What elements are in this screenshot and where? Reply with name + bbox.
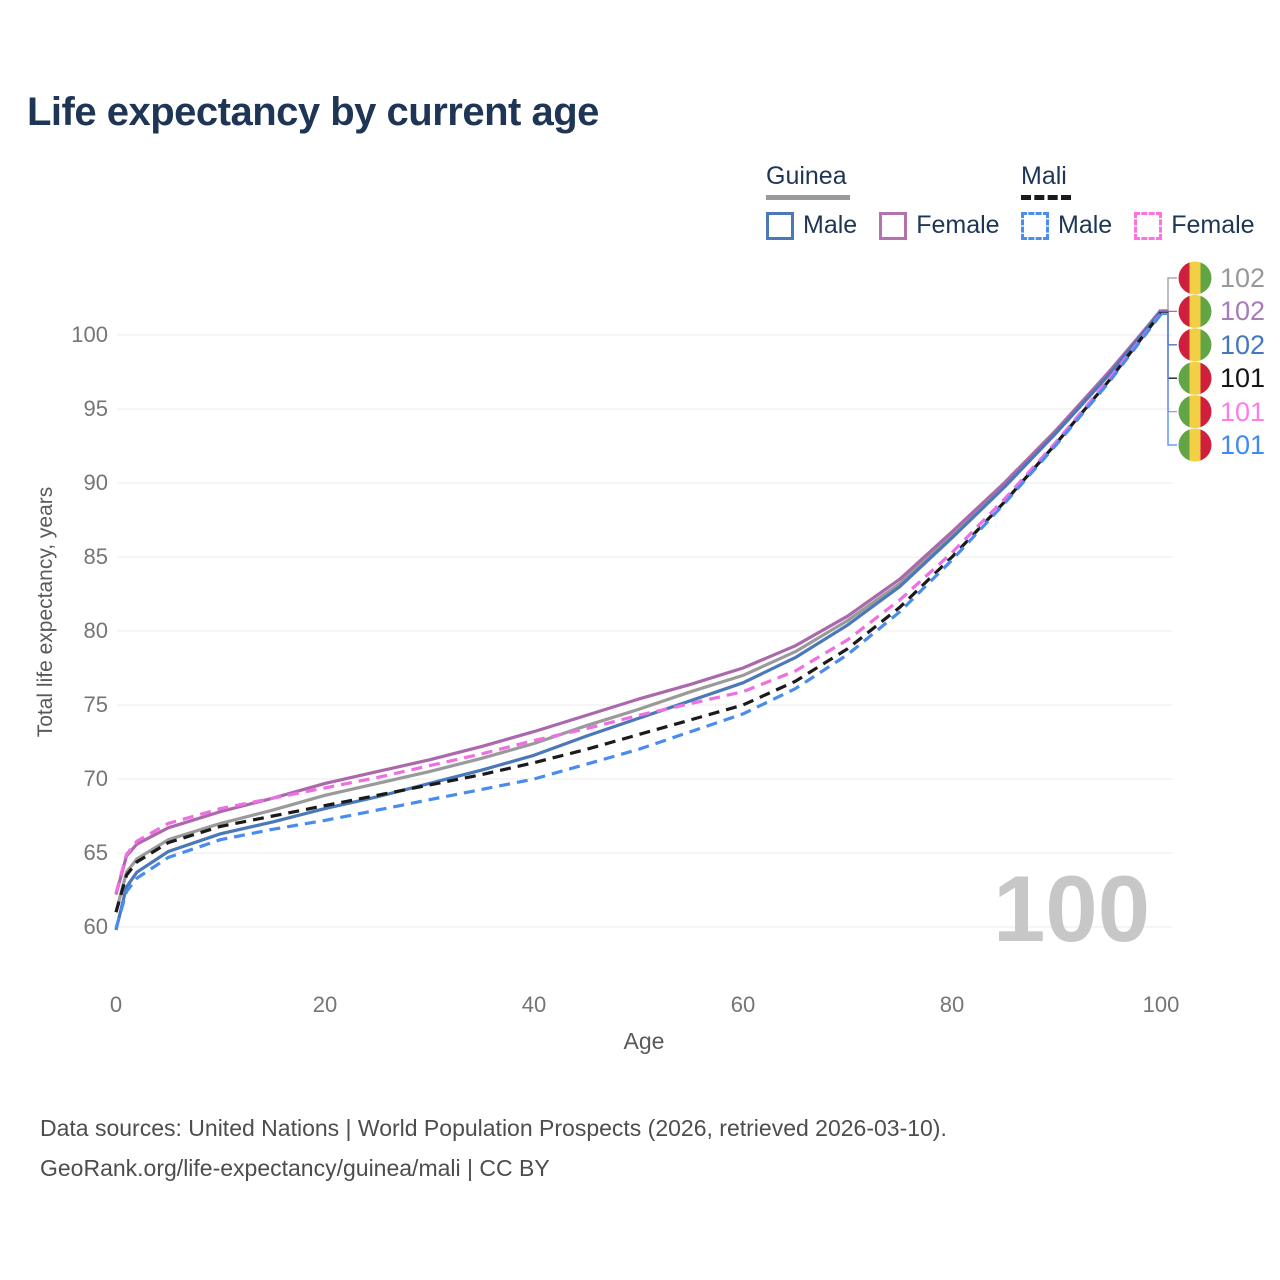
legend-item-mali-male[interactable]: Male (1021, 211, 1112, 240)
y-tick-80: 80 (83, 618, 108, 643)
legend-item-guinea-male[interactable]: Male (766, 211, 857, 240)
guinea-flag-icon (1178, 261, 1212, 295)
legend-label-guinea-female: Female (916, 211, 1000, 239)
guinea-flag-icon (1178, 294, 1212, 328)
leader-line-guinea-male (1161, 310, 1177, 346)
y-tick-70: 70 (83, 766, 108, 791)
end-value-guinea-female: 102 (1220, 296, 1266, 327)
y-tick-85: 85 (83, 544, 108, 569)
mali-flag-icon (1178, 428, 1212, 462)
footer: Data sources: United Nations | World Pop… (40, 1108, 947, 1188)
legend-label-mali-male: Male (1058, 211, 1113, 239)
x-tick-100: 100 (1142, 992, 1180, 1017)
mali-flag-icon (1178, 361, 1212, 395)
leader-line-mali-male (1161, 313, 1177, 446)
end-value-mali-female: 101 (1220, 396, 1266, 427)
y-tick-90: 90 (83, 470, 108, 495)
legend-header-mali[interactable]: Mali (1021, 162, 1067, 190)
y-tick-75: 75 (83, 692, 108, 717)
legend-header-guinea[interactable]: Guinea (766, 162, 847, 190)
leader-line-mali-all (1161, 312, 1177, 379)
guinea-male-swatch-icon (766, 211, 794, 240)
page-title: Life expectancy by current age (27, 90, 599, 134)
age-watermark: 100 (993, 856, 1150, 961)
guinea-flag-icon (1178, 328, 1212, 362)
mali-flag-icon (1178, 395, 1212, 429)
mali-male-swatch-icon (1021, 211, 1049, 240)
legend-item-guinea-female[interactable]: Female (879, 211, 1000, 240)
leader-line-guinea-all (1161, 277, 1177, 311)
x-tick-60: 60 (730, 992, 756, 1017)
x-tick-40: 40 (521, 992, 547, 1017)
legend-group-mali: Mali Male Female (1021, 162, 1255, 240)
mali-female-swatch-icon (1134, 211, 1163, 240)
guinea-solid-line-swatch (766, 195, 850, 200)
series-line-mali-male[interactable] (114, 313, 1163, 929)
guinea-female-swatch-icon (879, 211, 908, 240)
x-tick-0: 0 (109, 992, 123, 1017)
series-line-mali-female[interactable] (114, 312, 1163, 894)
series-line-guinea-all[interactable] (114, 308, 1163, 913)
series-line-mali-all[interactable] (114, 311, 1163, 913)
y-tick-95: 95 (83, 396, 108, 421)
x-axis-title: Age (623, 1028, 665, 1054)
x-tick-80: 80 (939, 992, 965, 1017)
legend-group-guinea: Guinea Male Female (766, 162, 1000, 240)
end-value-guinea-male: 102 (1220, 329, 1266, 360)
legend-item-mali-female[interactable]: Female (1134, 211, 1255, 240)
attribution-line[interactable]: GeoRank.org/life-expectancy/guinea/mali … (40, 1155, 550, 1181)
legend-label-guinea-male: Male (803, 211, 858, 239)
legend-label-mali-female: Female (1171, 211, 1255, 239)
series-line-guinea-female[interactable] (114, 309, 1163, 895)
data-sources-line: Data sources: United Nations | World Pop… (40, 1115, 947, 1141)
end-value-mali-male: 101 (1220, 430, 1266, 460)
y-tick-100: 100 (71, 322, 108, 347)
series-line-guinea-male[interactable] (114, 310, 1163, 931)
end-value-guinea-all: 102 (1220, 263, 1266, 293)
end-value-mali-all: 101 (1220, 363, 1266, 394)
y-tick-65: 65 (83, 840, 108, 865)
mali-dashed-line-swatch (1021, 195, 1071, 200)
x-tick-20: 20 (312, 992, 338, 1017)
y-tick-60: 60 (83, 914, 108, 939)
leader-line-mali-female (1161, 312, 1177, 413)
